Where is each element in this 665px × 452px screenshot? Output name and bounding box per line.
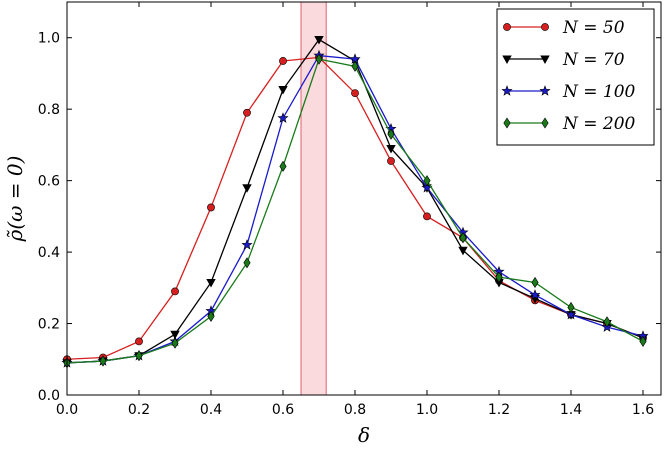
data-point <box>386 144 396 154</box>
x-axis-label: δ <box>358 423 370 447</box>
legend-marker <box>540 55 550 65</box>
x-tick-label: 0.4 <box>200 402 222 418</box>
y-tick-label: 0.2 <box>38 317 60 333</box>
legend-entry: N = 100 <box>501 82 636 102</box>
data-point <box>207 203 215 212</box>
data-point <box>458 246 468 256</box>
legend-marker <box>503 117 511 129</box>
legend-label: N = 70 <box>562 50 625 70</box>
data-point <box>278 86 288 95</box>
x-tick-label: 0.6 <box>272 402 294 418</box>
x-tick-label: 0.0 <box>56 402 78 418</box>
data-point <box>351 89 359 98</box>
data-point <box>171 287 179 296</box>
data-point <box>565 308 577 320</box>
data-point <box>206 278 216 288</box>
data-point <box>241 239 253 250</box>
legend-entry: N = 200 <box>503 114 636 134</box>
legend-label: N = 100 <box>562 82 636 102</box>
data-point <box>277 112 289 123</box>
data-point <box>639 335 647 347</box>
data-point <box>279 160 287 172</box>
y-tick-label: 0.4 <box>38 245 60 261</box>
series-3 <box>63 53 647 369</box>
legend-label: N = 50 <box>562 18 625 38</box>
data-point <box>603 316 611 328</box>
data-point <box>531 276 539 289</box>
y-tick-label: 1.0 <box>38 31 60 47</box>
legend-marker <box>541 117 549 129</box>
x-tick-label: 0.2 <box>128 402 150 418</box>
y-axis-label: ρ̃(ω = 0) <box>3 156 27 243</box>
data-point <box>243 257 251 269</box>
data-point <box>423 212 431 221</box>
data-point <box>351 60 359 72</box>
x-tick-label: 1.2 <box>488 402 510 418</box>
data-point <box>99 355 107 367</box>
data-point <box>207 310 215 322</box>
data-point <box>459 232 467 244</box>
data-point <box>423 175 431 187</box>
legend-marker <box>539 85 551 96</box>
data-point <box>314 36 324 45</box>
plot-frame <box>66 1 662 396</box>
x-tick-label: 1.6 <box>632 402 654 418</box>
series-layer <box>61 36 649 369</box>
ticks-layer: 0.0 0.2 0.4 0.6 0.8 1.0 1.2 1.4 1.6 0.0 0.2 0.4 0.6 0… <box>38 2 661 418</box>
legend-marker <box>501 85 513 96</box>
x-tick-label: 1.4 <box>560 402 582 418</box>
data-point <box>243 108 251 117</box>
data-point <box>387 128 395 140</box>
legend-entry: N = 70 <box>502 50 625 70</box>
x-tick-label: 0.8 <box>344 402 366 418</box>
data-point <box>171 337 179 349</box>
highlight-band <box>300 1 327 396</box>
data-point <box>315 53 323 65</box>
y-tick-label: 0.6 <box>38 174 60 190</box>
data-point <box>279 57 287 65</box>
data-point <box>567 301 575 314</box>
x-tick-label: 1.0 <box>416 402 438 418</box>
legend: N = 50 N = 70 N = 100 N = 200 <box>496 8 655 146</box>
data-point <box>135 350 143 362</box>
legend-marker <box>541 23 549 31</box>
data-point <box>387 157 395 165</box>
data-point <box>495 271 503 283</box>
data-point <box>529 289 541 300</box>
legend-entry: N = 50 <box>503 18 625 38</box>
y-tick-label: 0.0 <box>38 388 60 404</box>
data-point <box>170 330 180 340</box>
series-2 <box>61 49 649 368</box>
data-point <box>242 184 252 193</box>
legend-box <box>496 8 655 146</box>
data-point <box>135 337 143 346</box>
legend-marker <box>503 23 511 31</box>
legend-label: N = 200 <box>562 114 636 134</box>
y-tick-label: 0.8 <box>38 102 60 118</box>
legend-marker <box>502 55 512 65</box>
